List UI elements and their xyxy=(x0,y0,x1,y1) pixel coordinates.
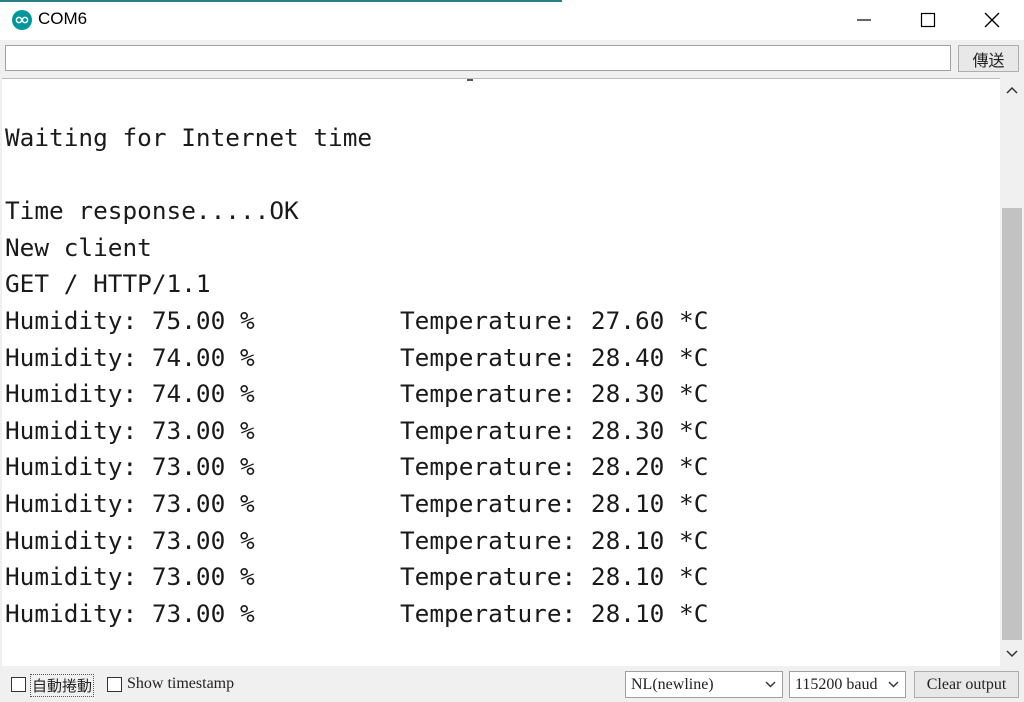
serial-output-text: Humidity: 75.00 % xyxy=(5,306,255,335)
send-button[interactable]: 傳送 xyxy=(958,45,1019,72)
show-timestamp-label[interactable]: Show timestamp xyxy=(127,675,235,692)
serial-output-temperature: Temperature: 28.10 *C xyxy=(400,489,709,518)
close-button[interactable] xyxy=(960,0,1024,40)
send-row: 傳送 xyxy=(0,40,1024,78)
chevron-down-icon xyxy=(1006,650,1018,658)
maximize-button[interactable] xyxy=(896,0,960,40)
serial-output-text: Humidity: 74.00 % xyxy=(5,379,255,409)
serial-output-text: Humidity: 73.00 % xyxy=(5,562,255,592)
clipped-text-fragment xyxy=(467,79,473,81)
serial-output-line: GET / HTTP/1.1 xyxy=(5,270,211,298)
serial-output-temperature: Temperature: 28.40 *C xyxy=(400,342,709,372)
chevron-down-icon xyxy=(765,681,776,688)
serial-output-line: Waiting for Internet time xyxy=(5,124,372,152)
chevron-down-icon xyxy=(888,681,899,688)
status-bar: 自動捲動 Show timestamp NL(newline) 115200 b… xyxy=(0,666,1024,702)
serial-output-line: Humidity: 74.00 % Temperature: 28.40 *C xyxy=(5,342,708,372)
line-ending-select[interactable]: NL(newline) xyxy=(625,671,783,698)
minimize-icon xyxy=(857,19,871,21)
serial-send-input[interactable] xyxy=(5,45,951,71)
vertical-scrollbar[interactable] xyxy=(1000,78,1024,666)
serial-output-line: Time response.....OK xyxy=(5,197,299,225)
serial-output-temperature: Temperature: 28.10 *C xyxy=(400,562,709,592)
serial-output-line: Humidity: 73.00 % Temperature: 28.10 *C xyxy=(5,525,708,555)
serial-output-line: Humidity: 73.00 % Temperature: 28.20 *C xyxy=(5,452,708,482)
serial-output-temperature: Temperature: 28.10 *C xyxy=(400,525,709,555)
title-accent-line xyxy=(0,0,562,2)
serial-output-text: Time response.....OK xyxy=(5,196,299,226)
baud-rate-value: 115200 baud xyxy=(795,676,878,693)
serial-output-line: Humidity: 75.00 % Temperature: 27.60 *C xyxy=(5,306,708,335)
clear-output-button[interactable]: Clear output xyxy=(914,671,1019,698)
serial-output-area[interactable]: Waiting for Internet time Time response..… xyxy=(2,78,1000,666)
serial-output-temperature: Temperature: 28.20 *C xyxy=(400,452,709,482)
serial-output-line: Humidity: 73.00 % Temperature: 28.30 *C xyxy=(5,415,708,445)
serial-output-text: Humidity: 73.00 % xyxy=(5,525,255,555)
serial-output-temperature: Temperature: 28.10 *C xyxy=(400,598,709,628)
serial-output-temperature: Temperature: 27.60 *C xyxy=(400,306,709,335)
minimize-button[interactable] xyxy=(832,0,896,40)
serial-output-text: GET / HTTP/1.1 xyxy=(5,269,211,299)
serial-output-text: New client xyxy=(5,232,152,262)
serial-output-temperature: Temperature: 28.30 *C xyxy=(400,415,709,445)
maximize-icon xyxy=(920,12,936,28)
close-icon xyxy=(984,12,1000,28)
serial-output-text: Waiting for Internet time xyxy=(5,123,373,152)
scroll-up-button[interactable] xyxy=(1000,78,1024,102)
autoscroll-checkbox[interactable] xyxy=(11,677,26,692)
scrollbar-thumb[interactable] xyxy=(1002,208,1022,640)
line-ending-value: NL(newline) xyxy=(631,676,714,693)
serial-output-line: Humidity: 73.00 % Temperature: 28.10 *C xyxy=(5,489,708,518)
window-title: COM6 xyxy=(38,9,88,28)
serial-output-text: Humidity: 73.00 % xyxy=(5,598,255,628)
baud-rate-select[interactable]: 115200 baud xyxy=(789,671,906,698)
show-timestamp-checkbox[interactable] xyxy=(107,677,122,692)
serial-output-line: Humidity: 73.00 % Temperature: 28.10 *C xyxy=(5,598,708,628)
serial-output-line: Humidity: 74.00 % Temperature: 28.30 *C xyxy=(5,379,708,409)
scroll-down-button[interactable] xyxy=(1000,642,1024,666)
serial-output-text: Humidity: 73.00 % xyxy=(5,452,255,482)
serial-output-line: Humidity: 73.00 % Temperature: 28.10 *C xyxy=(5,562,708,592)
arduino-logo-icon xyxy=(12,10,32,30)
title-bar: COM6 xyxy=(0,0,1024,40)
chevron-up-icon xyxy=(1006,86,1018,94)
serial-output-text: Humidity: 73.00 % xyxy=(5,415,255,445)
serial-output-line: New client xyxy=(5,232,152,262)
serial-output-text: Humidity: 73.00 % xyxy=(5,489,255,518)
serial-output-temperature: Temperature: 28.30 *C xyxy=(400,379,709,409)
serial-output-text: Humidity: 74.00 % xyxy=(5,342,255,372)
autoscroll-label[interactable]: 自動捲動 xyxy=(30,674,95,697)
